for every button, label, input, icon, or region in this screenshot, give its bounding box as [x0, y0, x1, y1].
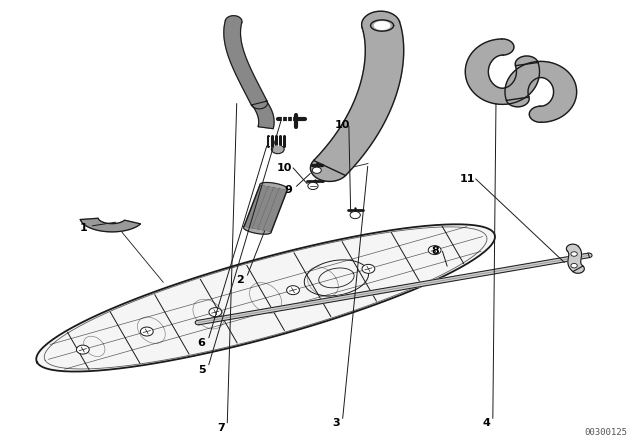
- Polygon shape: [252, 101, 274, 129]
- Text: 10: 10: [335, 121, 350, 130]
- Circle shape: [209, 308, 221, 317]
- Circle shape: [287, 286, 300, 295]
- Polygon shape: [502, 39, 514, 55]
- Polygon shape: [224, 21, 267, 105]
- Circle shape: [140, 327, 153, 336]
- Polygon shape: [310, 160, 346, 181]
- Polygon shape: [244, 184, 287, 233]
- Text: 3: 3: [332, 418, 340, 428]
- Polygon shape: [198, 253, 589, 325]
- Polygon shape: [252, 101, 268, 109]
- Circle shape: [362, 264, 375, 273]
- Text: 9: 9: [284, 185, 292, 195]
- Text: 00300125: 00300125: [584, 428, 627, 437]
- Polygon shape: [566, 244, 579, 251]
- Polygon shape: [505, 61, 577, 122]
- Polygon shape: [362, 11, 399, 28]
- Polygon shape: [314, 22, 404, 176]
- Polygon shape: [374, 22, 390, 29]
- Circle shape: [350, 211, 360, 219]
- Polygon shape: [567, 246, 583, 271]
- Text: 10: 10: [277, 163, 292, 173]
- Circle shape: [312, 167, 321, 173]
- Polygon shape: [195, 320, 199, 325]
- Polygon shape: [465, 39, 540, 104]
- Polygon shape: [36, 224, 495, 371]
- Text: 4: 4: [483, 418, 490, 428]
- Polygon shape: [506, 97, 529, 107]
- Circle shape: [76, 345, 89, 354]
- Polygon shape: [515, 56, 538, 66]
- Polygon shape: [81, 218, 141, 232]
- Polygon shape: [225, 16, 242, 22]
- Text: 2: 2: [236, 275, 244, 285]
- Polygon shape: [260, 182, 287, 189]
- Polygon shape: [244, 228, 271, 234]
- Text: 11: 11: [460, 174, 475, 184]
- Text: 6: 6: [198, 338, 205, 348]
- Polygon shape: [588, 253, 592, 258]
- Circle shape: [571, 263, 577, 268]
- Circle shape: [308, 182, 318, 190]
- Text: 8: 8: [431, 246, 439, 256]
- Circle shape: [428, 246, 441, 254]
- Polygon shape: [529, 106, 541, 122]
- Text: 7: 7: [217, 423, 225, 433]
- Text: 5: 5: [198, 365, 205, 375]
- Text: 1: 1: [79, 224, 87, 233]
- Circle shape: [271, 145, 284, 154]
- Polygon shape: [573, 266, 584, 273]
- Circle shape: [571, 252, 577, 256]
